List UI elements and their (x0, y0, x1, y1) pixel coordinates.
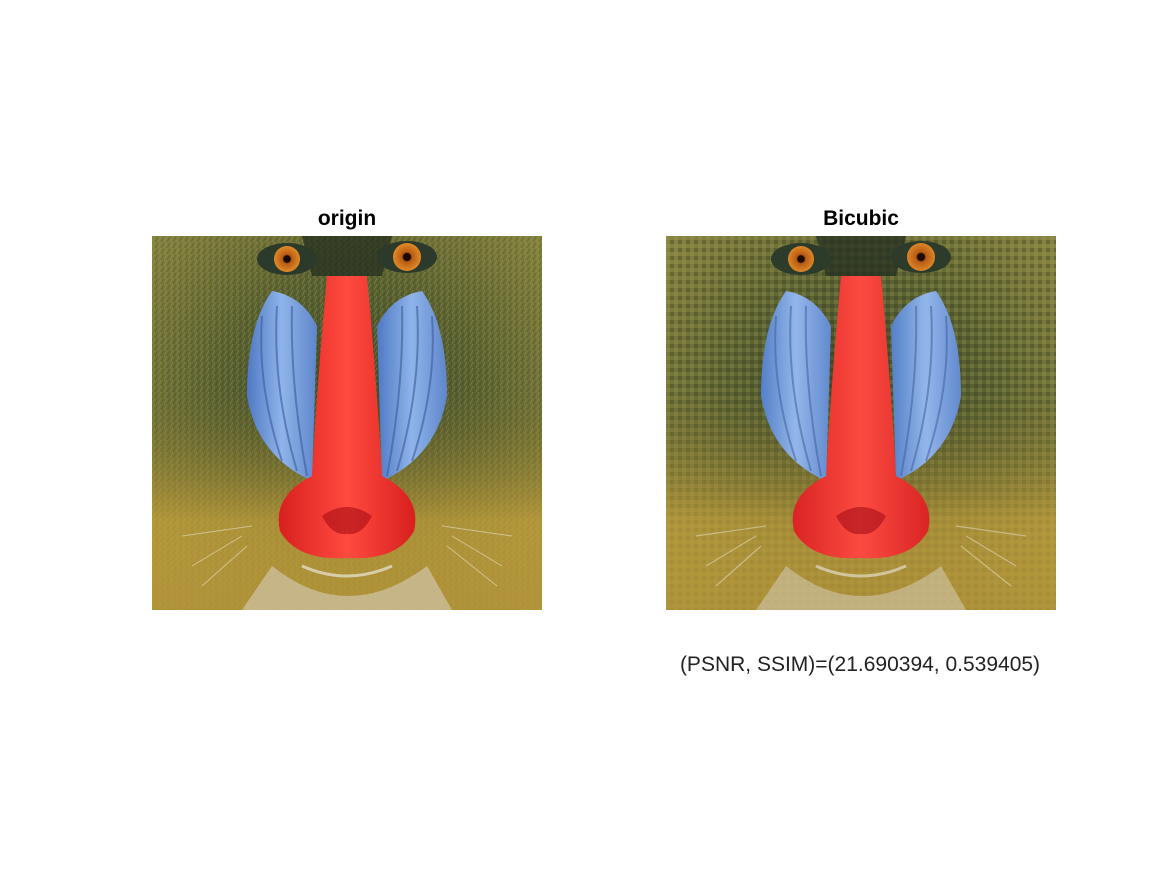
origin-image (152, 236, 542, 610)
panel-title-origin: origin (317, 207, 377, 230)
psnr-ssim-caption: (PSNR, SSIM)=(21.690394, 0.539405) (679, 653, 1041, 676)
panel-title-bicubic: Bicubic (823, 207, 899, 230)
mandrill-bicubic-svg (666, 236, 1056, 610)
bicubic-image (666, 236, 1056, 610)
mandrill-origin-svg (152, 236, 542, 610)
